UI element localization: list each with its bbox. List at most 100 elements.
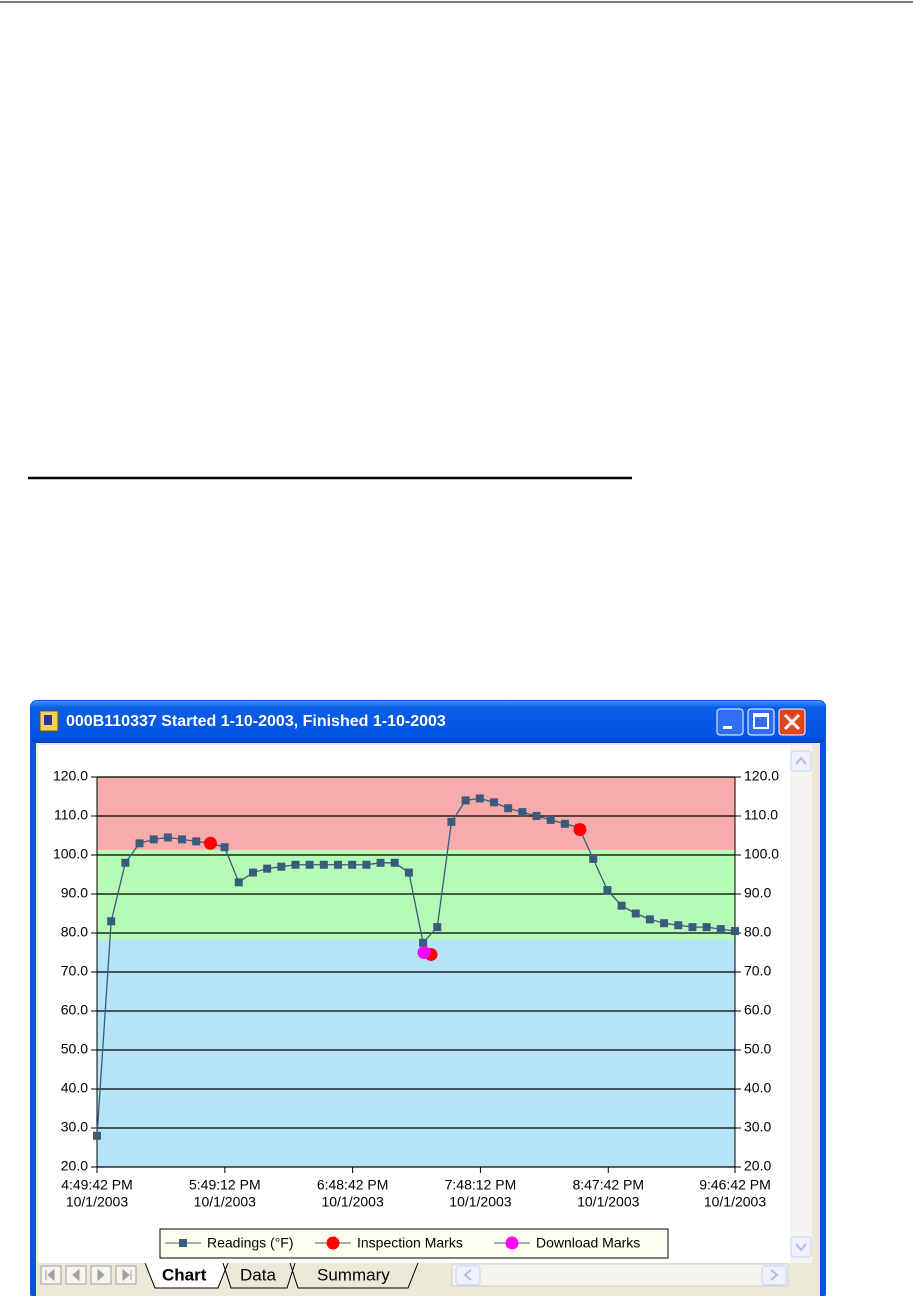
y-tick-label: 30.0 <box>61 1119 88 1135</box>
reading-marker <box>603 886 612 895</box>
threshold-band <box>97 849 735 941</box>
y-tick-label: 60.0 <box>61 1002 88 1018</box>
reading-marker <box>348 860 357 869</box>
threshold-band <box>97 940 735 1167</box>
y-tick-label: 80.0 <box>61 924 88 940</box>
y2-tick-label: 30.0 <box>744 1119 771 1135</box>
mark-point <box>203 836 217 850</box>
reading-marker <box>334 860 343 869</box>
reading-marker <box>702 923 711 932</box>
title-bar <box>31 701 825 743</box>
reading-marker <box>135 839 144 848</box>
x-tick-date: 10/1/2003 <box>704 1194 766 1210</box>
x-tick-label: 6:48:42 PM <box>317 1177 389 1193</box>
mark-point <box>573 823 587 837</box>
y2-tick-label: 120.0 <box>744 768 779 784</box>
y2-tick-label: 20.0 <box>744 1158 771 1174</box>
reading-marker <box>263 864 272 873</box>
reading-marker <box>475 794 484 803</box>
reading-marker <box>532 812 541 820</box>
reading-marker <box>461 796 470 805</box>
reading-marker <box>660 919 669 928</box>
reading-marker <box>149 835 158 844</box>
y-tick-label: 20.0 <box>61 1158 88 1174</box>
vertical-scrollbar[interactable] <box>790 745 812 1263</box>
reading-marker <box>220 843 229 852</box>
mark-point <box>417 946 431 959</box>
reading-marker <box>447 817 456 826</box>
reading-marker <box>291 860 300 869</box>
y-tick-label: 100.0 <box>53 846 88 862</box>
reading-marker <box>560 819 569 828</box>
y-tick-label: 50.0 <box>61 1041 88 1057</box>
window-title: 000B110337 Started 1-10-2003, Finished 1… <box>66 713 446 730</box>
horizontal-scrollbar[interactable] <box>451 1263 789 1287</box>
app-icon <box>39 710 59 732</box>
x-tick-date: 10/1/2003 <box>449 1194 511 1210</box>
reading-marker <box>277 862 286 871</box>
y2-tick-label: 40.0 <box>744 1080 771 1096</box>
x-tick-date: 10/1/2003 <box>577 1194 639 1210</box>
reading-marker <box>362 860 371 869</box>
y-tick-label: 90.0 <box>61 885 88 901</box>
y-tick-label: 110.0 <box>54 807 88 823</box>
close-button[interactable] <box>778 708 806 736</box>
reading-marker <box>589 854 598 863</box>
threshold-band <box>97 777 735 850</box>
reading-marker <box>305 860 314 869</box>
reading-marker <box>688 923 697 932</box>
y-tick-label: 40.0 <box>61 1080 88 1096</box>
reading-marker <box>163 833 172 842</box>
reading-marker <box>645 915 654 924</box>
legend-label: Inspection Marks <box>357 1235 463 1251</box>
readings-line <box>96 797 736 1136</box>
reading-marker <box>248 868 257 877</box>
reading-marker <box>716 925 725 934</box>
legend: Readings (°F) Inspection Marks Download Ma… <box>159 1228 669 1259</box>
y2-tick-label: 60.0 <box>744 1002 771 1018</box>
legend-label: Readings (°F) <box>207 1235 294 1251</box>
tab-shape <box>222 1262 419 1289</box>
tab[interactable]: Data <box>240 1265 276 1284</box>
reading-marker <box>731 927 739 936</box>
reading-marker <box>404 868 413 877</box>
tab-shape <box>144 1262 229 1289</box>
x-tick-label: 5:49:12 PM <box>189 1177 261 1193</box>
maximize-button[interactable] <box>747 708 775 736</box>
y2-tick-label: 70.0 <box>744 963 771 979</box>
reading-marker <box>390 858 399 867</box>
reading-marker <box>234 878 243 887</box>
reading-marker <box>192 837 201 846</box>
x-tick-label: 9:46:42 PM <box>699 1177 771 1193</box>
y2-tick-label: 100.0 <box>744 846 779 862</box>
x-tick-label: 4:49:42 PM <box>61 1177 133 1193</box>
reading-marker <box>546 815 555 824</box>
reading-marker <box>631 909 640 918</box>
reading-marker <box>107 917 116 926</box>
tab[interactable]: Summary <box>317 1265 390 1284</box>
reading-marker <box>433 923 442 932</box>
reading-marker <box>504 804 513 813</box>
y-tick-label: 70.0 <box>61 963 88 979</box>
reading-marker <box>617 901 626 910</box>
tab[interactable]: Chart <box>162 1265 207 1284</box>
reading-marker <box>518 808 527 817</box>
plot: 20.0 20.0 30.0 30.0 40.0 40.0 50.0 50.0 60.0 60.0… <box>53 768 779 1210</box>
reading-marker <box>489 798 498 807</box>
reading-marker <box>93 1131 101 1140</box>
minimize-button[interactable] <box>716 708 744 736</box>
reading-marker <box>419 938 428 947</box>
reading-marker <box>376 858 385 867</box>
tab-nav-buttons[interactable] <box>40 1265 137 1285</box>
reading-marker <box>319 860 328 869</box>
reading-marker <box>178 835 187 844</box>
legend-marker <box>505 1236 519 1250</box>
reading-marker <box>674 921 683 930</box>
x-tick-label: 8:47:42 PM <box>572 1177 644 1193</box>
reading-marker <box>121 858 130 867</box>
x-tick-label: 7:48:12 PM <box>445 1177 517 1193</box>
legend-marker <box>179 1239 187 1247</box>
x-tick-date: 10/1/2003 <box>321 1194 383 1210</box>
